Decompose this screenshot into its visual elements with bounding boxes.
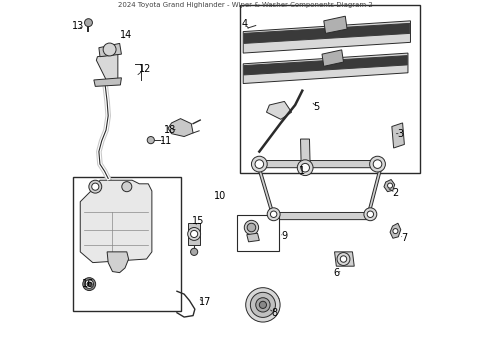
- Text: 12: 12: [139, 64, 151, 74]
- Text: 1: 1: [299, 166, 305, 176]
- Polygon shape: [244, 55, 407, 75]
- Circle shape: [373, 160, 382, 168]
- Circle shape: [388, 183, 392, 188]
- Polygon shape: [99, 44, 122, 57]
- Polygon shape: [80, 180, 152, 262]
- Circle shape: [188, 228, 200, 240]
- Circle shape: [340, 256, 347, 262]
- Polygon shape: [97, 54, 118, 82]
- Polygon shape: [384, 180, 395, 192]
- Text: 5: 5: [314, 102, 320, 112]
- Bar: [240, 5, 420, 173]
- Circle shape: [337, 253, 350, 265]
- Text: 4: 4: [242, 19, 248, 30]
- Polygon shape: [107, 252, 128, 273]
- Polygon shape: [244, 23, 410, 44]
- Text: 16: 16: [82, 279, 94, 289]
- Circle shape: [297, 160, 313, 176]
- Circle shape: [191, 230, 198, 238]
- Polygon shape: [273, 212, 372, 220]
- Polygon shape: [168, 119, 193, 136]
- Circle shape: [367, 211, 373, 217]
- Circle shape: [147, 136, 154, 144]
- Text: 8: 8: [271, 308, 277, 318]
- Polygon shape: [368, 161, 383, 212]
- Circle shape: [191, 248, 198, 256]
- Circle shape: [122, 182, 132, 192]
- Text: 3: 3: [398, 129, 404, 139]
- Bar: [73, 177, 180, 311]
- Text: 7: 7: [401, 233, 408, 243]
- Circle shape: [245, 220, 259, 235]
- Text: 2: 2: [392, 188, 398, 198]
- Circle shape: [251, 156, 267, 172]
- Polygon shape: [243, 21, 411, 53]
- Circle shape: [85, 280, 94, 288]
- Polygon shape: [188, 223, 200, 245]
- Text: 2024 Toyota Grand Highlander - Wiper & Washer Components Diagram 2: 2024 Toyota Grand Highlander - Wiper & W…: [118, 2, 372, 8]
- Polygon shape: [390, 223, 401, 238]
- Bar: [237, 215, 279, 251]
- Circle shape: [250, 292, 275, 318]
- Circle shape: [256, 298, 270, 312]
- Circle shape: [87, 282, 91, 286]
- Text: 18: 18: [164, 125, 176, 135]
- Text: 14: 14: [120, 30, 132, 40]
- Text: 11: 11: [160, 136, 172, 146]
- Polygon shape: [259, 161, 379, 168]
- Polygon shape: [335, 252, 354, 266]
- Circle shape: [103, 43, 116, 56]
- Text: 10: 10: [214, 192, 226, 201]
- Polygon shape: [243, 53, 408, 84]
- Circle shape: [270, 211, 277, 217]
- Text: 13: 13: [72, 21, 84, 31]
- Circle shape: [301, 163, 310, 172]
- Circle shape: [267, 208, 280, 221]
- Circle shape: [364, 208, 377, 221]
- Polygon shape: [322, 50, 343, 66]
- Circle shape: [83, 278, 96, 291]
- Text: 17: 17: [199, 297, 211, 307]
- Polygon shape: [324, 16, 347, 33]
- Circle shape: [369, 156, 386, 172]
- Text: 6: 6: [333, 268, 340, 278]
- Circle shape: [89, 180, 102, 193]
- Text: 9: 9: [281, 231, 288, 241]
- Circle shape: [92, 183, 99, 190]
- Polygon shape: [267, 102, 292, 120]
- Polygon shape: [300, 139, 310, 168]
- Polygon shape: [258, 164, 273, 216]
- Circle shape: [247, 223, 256, 232]
- Circle shape: [85, 19, 93, 27]
- Circle shape: [245, 288, 280, 322]
- Circle shape: [255, 160, 264, 168]
- Circle shape: [259, 301, 267, 309]
- Polygon shape: [247, 233, 259, 242]
- Polygon shape: [392, 123, 404, 148]
- Circle shape: [393, 229, 398, 234]
- Text: 15: 15: [192, 216, 204, 226]
- Polygon shape: [94, 78, 122, 86]
